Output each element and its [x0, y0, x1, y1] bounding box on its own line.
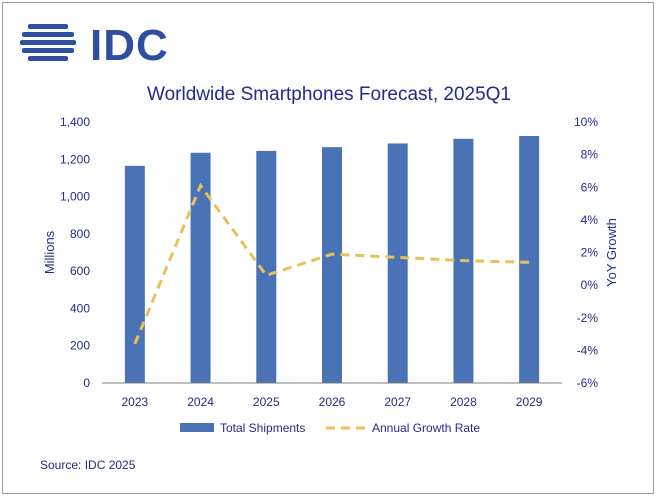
right-axis-ticks: -6% -4% -2% 0% 2% 4% 6% 8% 10%: [574, 115, 598, 390]
y2-tick-label: -6%: [577, 376, 599, 390]
legend: Total Shipments Annual Growth Rate: [180, 421, 480, 435]
y-tick-label: 800: [70, 227, 90, 241]
y-tick-label: 1,400: [60, 115, 90, 129]
x-tick-label: 2029: [516, 395, 543, 409]
y2-tick-label: -4%: [577, 343, 599, 357]
y2-tick-label: 0%: [581, 278, 599, 292]
bar-2027: [387, 143, 408, 383]
y2-tick-label: 10%: [574, 115, 598, 129]
left-axis-ticks: 0 200 400 600 800 1,000 1,200 1,400: [60, 115, 90, 390]
x-tick-label: 2027: [384, 395, 411, 409]
y-tick-label: 200: [70, 339, 90, 353]
x-tick-label: 2023: [122, 395, 149, 409]
legend-label-shipments: Total Shipments: [220, 421, 305, 435]
y2-axis-title: YoY Growth: [604, 218, 619, 287]
source-note: Source: IDC 2025: [40, 458, 136, 472]
x-tick-label: 2028: [450, 395, 477, 409]
logo-text: IDC: [90, 21, 169, 70]
growth-rate-line: [133, 182, 530, 345]
y-tick-label: 1,000: [60, 190, 90, 204]
bar-2026: [322, 147, 342, 383]
y2-tick-label: -2%: [577, 311, 599, 325]
y2-tick-label: 6%: [581, 180, 599, 194]
y-tick-label: 600: [70, 264, 90, 278]
y2-tick-label: 2%: [581, 246, 599, 260]
y2-tick-label: 4%: [581, 213, 599, 227]
bar-series: [124, 135, 540, 383]
y-tick-label: 1,200: [60, 152, 90, 166]
bar-2024: [190, 152, 211, 383]
bar-2029: [519, 135, 540, 383]
x-tick-label: 2024: [187, 395, 214, 409]
bar-2023: [124, 165, 145, 383]
y-tick-label: 0: [83, 376, 90, 390]
legend-label-growth: Annual Growth Rate: [372, 421, 480, 435]
bar-2025: [256, 150, 277, 383]
chart-title: Worldwide Smartphones Forecast, 2025Q1: [147, 84, 511, 105]
y2-tick-label: 8%: [581, 148, 599, 162]
y-tick-label: 400: [70, 301, 90, 315]
legend-swatch-shipments: [180, 423, 214, 432]
idc-logo: IDC: [18, 18, 168, 70]
growth-line-series: [133, 182, 530, 345]
x-tick-label: 2025: [253, 395, 280, 409]
x-tick-label: 2026: [319, 395, 346, 409]
y-axis-title: Millions: [42, 230, 57, 274]
globe-icon: [20, 24, 76, 61]
x-axis-ticks: 2023 2024 2025 2026 2027 2028 2029: [122, 395, 543, 409]
